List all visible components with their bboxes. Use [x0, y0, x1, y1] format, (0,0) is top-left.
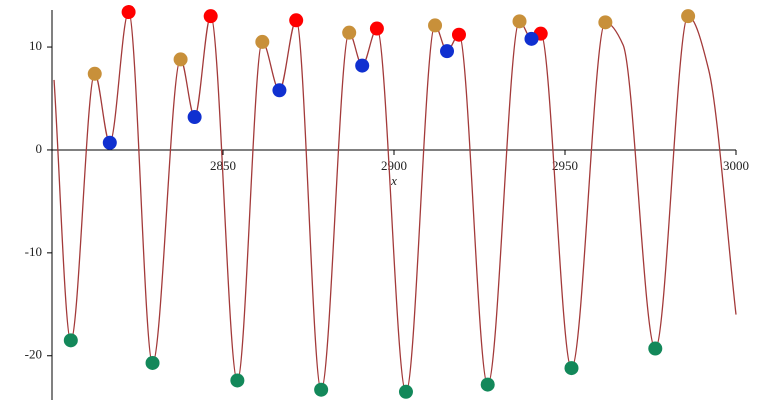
point: [428, 18, 443, 33]
point: [272, 83, 287, 98]
point: [87, 66, 102, 81]
point: [598, 15, 613, 30]
point: [355, 58, 370, 73]
point: [648, 341, 663, 356]
y-tick-label: -10: [25, 244, 42, 259]
point: [121, 5, 136, 20]
y-tick-label: 0: [36, 141, 43, 156]
point: [440, 44, 455, 59]
x-tick-label: 2900: [381, 158, 407, 173]
curve: [53, 11, 737, 393]
x-tick-label: 2950: [552, 158, 578, 173]
point: [524, 31, 539, 46]
point: [102, 135, 117, 150]
point: [63, 333, 78, 348]
y-tick-label: 10: [29, 38, 42, 53]
point: [314, 382, 329, 397]
point: [451, 27, 466, 42]
point: [369, 21, 384, 36]
point: [289, 13, 304, 28]
x-tick-label: 3000: [723, 158, 749, 173]
point: [564, 361, 579, 376]
point: [230, 373, 245, 388]
y-tick-label: -20: [25, 347, 42, 362]
point: [255, 34, 270, 49]
point: [342, 25, 357, 40]
point: [203, 9, 218, 24]
point: [187, 110, 202, 125]
point: [145, 355, 160, 370]
point: [512, 14, 527, 29]
x-axis-label: x: [390, 173, 397, 188]
point: [173, 52, 188, 67]
point: [480, 377, 495, 392]
point: [681, 9, 696, 24]
point: [398, 384, 413, 399]
